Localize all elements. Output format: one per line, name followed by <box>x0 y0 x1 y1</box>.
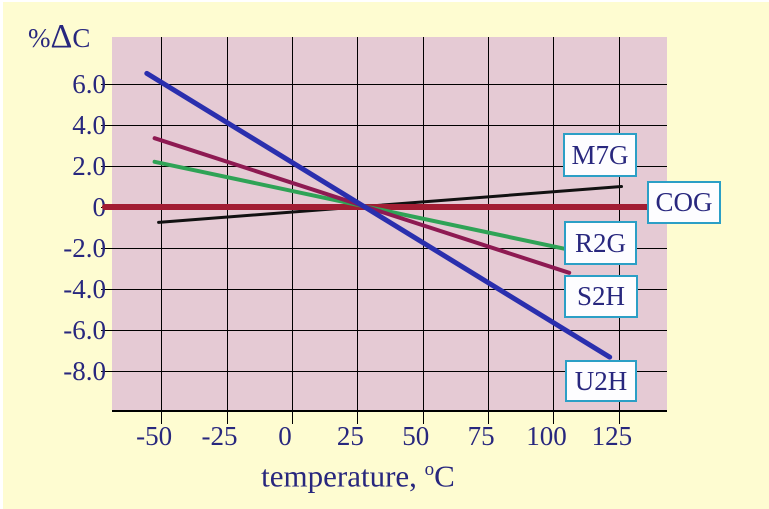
gridline-vertical <box>226 37 228 410</box>
y-tick-mark <box>101 289 112 291</box>
series-label-M7G: M7G <box>563 133 637 177</box>
gridline-vertical <box>488 37 490 410</box>
series-label-R2G: R2G <box>564 221 637 265</box>
x-tick-mark <box>553 412 555 424</box>
x-tick-mark <box>291 412 293 424</box>
gridline-horizontal <box>112 248 667 250</box>
x-tick-mark <box>488 412 490 424</box>
x-tick-label: 125 <box>591 421 633 451</box>
gridline-vertical <box>553 37 555 410</box>
y-axis-title-percent: % <box>28 23 51 53</box>
series-label-COG: COG <box>647 181 721 224</box>
x-tick-mark <box>357 412 359 424</box>
x-tick-mark <box>161 412 163 424</box>
x-axis-title-text: temperature, <box>261 458 425 494</box>
x-tick-mark <box>422 412 424 424</box>
gridline-horizontal <box>112 124 667 126</box>
y-tick-mark <box>101 124 112 126</box>
y-tick-label: -4.0 <box>63 274 106 305</box>
y-tick-mark <box>101 371 112 373</box>
x-tick-label: 0 <box>278 421 292 451</box>
series-label-U2H: U2H <box>565 360 637 402</box>
y-tick-mark <box>101 330 112 332</box>
y-tick-mark <box>101 83 112 85</box>
y-axis-title-c: C <box>72 23 91 53</box>
x-tick-label: 25 <box>336 421 364 451</box>
y-tick-label: -2.0 <box>63 233 106 264</box>
gridline-vertical <box>357 37 359 410</box>
y-tick-label: -6.0 <box>63 315 106 346</box>
gridline-horizontal <box>112 371 667 373</box>
x-tick-mark <box>618 412 620 424</box>
gridline-horizontal <box>112 165 667 167</box>
gridline-horizontal <box>112 289 667 291</box>
y-tick-label: 0 <box>92 192 107 223</box>
series-line-U2H <box>144 70 613 360</box>
y-axis-title: %ΔC <box>28 18 90 57</box>
x-tick-label: 50 <box>402 421 430 451</box>
gridline-horizontal <box>112 83 667 85</box>
series-label-S2H: S2H <box>564 275 638 318</box>
y-tick-label: 4.0 <box>72 109 106 140</box>
y-tick-label: 2.0 <box>72 150 106 181</box>
x-axis-title: temperature, oC <box>158 452 558 494</box>
x-tick-label: 100 <box>526 421 567 451</box>
gridline-vertical <box>291 37 293 410</box>
chart-lines <box>101 70 651 360</box>
x-tick-label: -50 <box>136 421 173 451</box>
y-tick-mark <box>101 165 112 167</box>
x-tick-mark <box>226 412 228 424</box>
degree-symbol: o <box>424 459 435 480</box>
y-tick-label: 6.0 <box>72 68 106 99</box>
x-axis-title-unit: C <box>434 458 455 494</box>
slide-edge-left <box>0 0 3 509</box>
gridline-horizontal <box>112 330 667 332</box>
x-tick-label: 75 <box>467 421 495 451</box>
delta-symbol: Δ <box>50 18 73 55</box>
y-tick-mark <box>101 248 112 250</box>
y-tick-label: -8.0 <box>63 356 106 387</box>
slide-edge-top <box>0 0 769 2</box>
x-tick-label: -25 <box>201 421 238 451</box>
